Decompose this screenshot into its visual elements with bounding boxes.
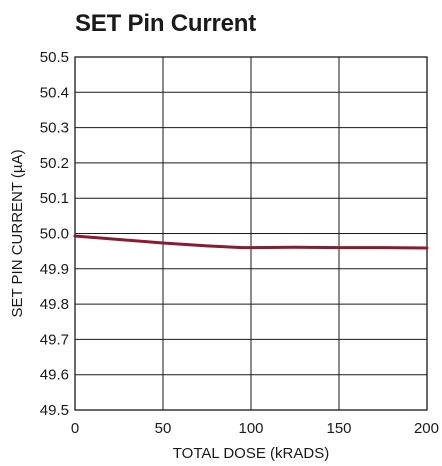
grid-lines <box>75 57 427 410</box>
series-layer <box>73 234 429 250</box>
y-tick-label: 49.9 <box>40 261 69 278</box>
y-tick-label: 50.5 <box>40 49 69 66</box>
y-tick-label: 50.0 <box>40 226 69 243</box>
y-axis-title: SET PIN CURRENT (µA) <box>9 149 26 317</box>
x-tick-label: 50 <box>155 420 172 437</box>
x-tick-label: 100 <box>238 420 263 437</box>
y-tick-label: 49.8 <box>40 296 69 313</box>
chart-title: SET Pin Current <box>75 10 257 37</box>
y-tick-label: 50.4 <box>40 84 69 101</box>
y-tick-label: 50.2 <box>40 155 69 172</box>
y-tick-label: 49.7 <box>40 331 69 348</box>
y-tick-label: 49.6 <box>40 367 69 384</box>
x-tick-labels: 0 50 100 150 200 <box>71 420 439 437</box>
x-tick-label: 150 <box>326 420 351 437</box>
y-tick-label: 50.3 <box>40 120 69 137</box>
y-tick-label: 50.1 <box>40 190 69 207</box>
y-tick-label: 49.5 <box>40 402 69 419</box>
x-axis-title: TOTAL DOSE (kRADS) <box>173 445 329 462</box>
x-tick-label: 0 <box>71 420 79 437</box>
series-line-0 <box>73 234 429 250</box>
plot-frame <box>74 56 428 411</box>
x-tick-label: 200 <box>414 420 439 437</box>
y-tick-labels: 50.5 50.4 50.3 50.2 50.1 50.0 49.9 49.8 49.7 49.6… <box>40 49 69 419</box>
